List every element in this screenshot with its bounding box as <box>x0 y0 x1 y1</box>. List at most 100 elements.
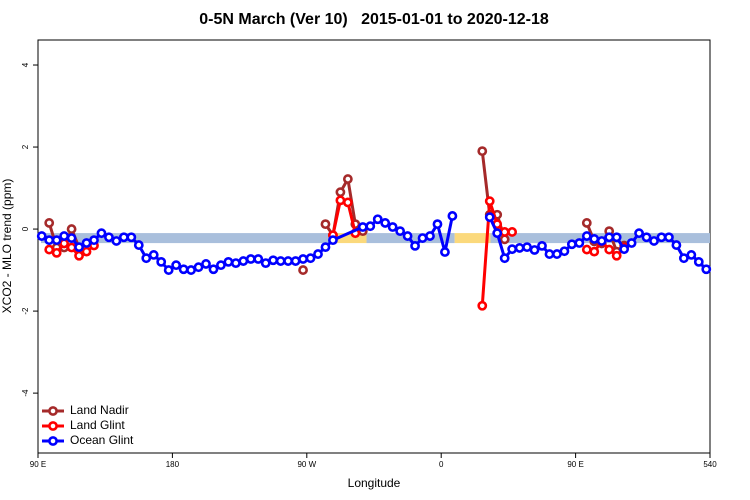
x-tick-label: 540 <box>703 460 717 469</box>
point <box>417 233 428 243</box>
point <box>245 254 256 264</box>
point <box>148 250 159 260</box>
point <box>589 234 600 244</box>
reference-band <box>40 233 333 244</box>
point <box>522 242 532 253</box>
point <box>529 245 540 255</box>
point <box>342 174 353 184</box>
point <box>432 219 443 230</box>
point <box>581 231 592 241</box>
point <box>380 218 391 228</box>
point <box>596 236 607 246</box>
reference-band <box>454 233 491 244</box>
point <box>604 232 615 243</box>
point <box>626 238 637 248</box>
point <box>320 242 331 253</box>
point <box>253 254 264 264</box>
point <box>238 256 249 266</box>
x-axis-title: Longitude <box>348 476 401 490</box>
point <box>507 227 518 237</box>
point <box>372 214 383 225</box>
point <box>701 264 712 275</box>
point <box>514 243 525 253</box>
point <box>477 146 488 157</box>
point <box>44 218 55 228</box>
point <box>298 254 308 264</box>
point <box>81 238 92 248</box>
point <box>566 239 577 250</box>
point <box>581 218 592 228</box>
legend-marker <box>48 406 58 416</box>
point <box>320 219 331 230</box>
point <box>230 258 241 269</box>
point <box>305 253 316 264</box>
point <box>499 227 510 237</box>
point <box>328 235 338 246</box>
point <box>89 235 99 246</box>
point <box>193 262 204 273</box>
point <box>216 260 226 271</box>
point <box>104 232 114 243</box>
point <box>671 240 682 250</box>
x-tick-label: 90 W <box>297 460 316 469</box>
point <box>223 256 234 267</box>
point <box>313 249 323 259</box>
point <box>574 238 585 248</box>
point <box>186 265 196 275</box>
point <box>395 226 406 237</box>
legend-label: Ocean Glint <box>70 433 134 447</box>
y-tick-label: -4 <box>21 389 30 397</box>
point <box>342 197 353 208</box>
legend-label: Land Glint <box>70 418 125 432</box>
point <box>678 253 689 264</box>
point <box>268 255 279 266</box>
y-tick-label: 0 <box>21 226 30 231</box>
point <box>44 244 55 255</box>
chart-title: 0-5N March (Ver 10) 2015-01-01 to 2020-1… <box>199 11 549 28</box>
point <box>492 228 503 239</box>
point <box>81 246 92 257</box>
point <box>290 256 301 266</box>
point <box>171 260 182 271</box>
point <box>552 249 562 259</box>
y-axis-title: XCO2 - MLO trend (ppm) <box>0 179 14 314</box>
x-tick-label: 90 E <box>567 460 583 469</box>
y-tick-label: 2 <box>21 144 30 149</box>
point <box>537 240 547 251</box>
point <box>96 228 107 239</box>
x-tick-label: 0 <box>439 460 444 469</box>
point <box>425 231 435 241</box>
point <box>126 232 137 243</box>
point <box>477 300 488 311</box>
point <box>499 253 510 264</box>
point <box>36 231 47 241</box>
point <box>484 212 495 223</box>
point <box>387 222 398 232</box>
point <box>275 256 286 266</box>
point <box>118 232 129 243</box>
point <box>634 228 644 239</box>
point <box>66 233 77 243</box>
point <box>51 247 62 258</box>
point <box>604 244 615 255</box>
point <box>201 259 211 269</box>
point <box>59 231 70 241</box>
point <box>156 256 167 267</box>
point <box>686 250 697 260</box>
point <box>260 258 271 269</box>
point <box>649 236 659 246</box>
point <box>559 246 570 257</box>
x-tick-label: 90 E <box>30 460 46 469</box>
point <box>693 256 704 267</box>
point <box>208 264 219 275</box>
legend-label: Land Nadir <box>70 403 129 417</box>
point <box>178 264 189 275</box>
point <box>440 247 450 257</box>
point <box>611 232 622 243</box>
plot-frame <box>37 39 711 454</box>
reference-band <box>332 233 367 244</box>
point <box>66 224 77 234</box>
y-tick-label: 4 <box>21 62 30 67</box>
point <box>298 265 308 275</box>
